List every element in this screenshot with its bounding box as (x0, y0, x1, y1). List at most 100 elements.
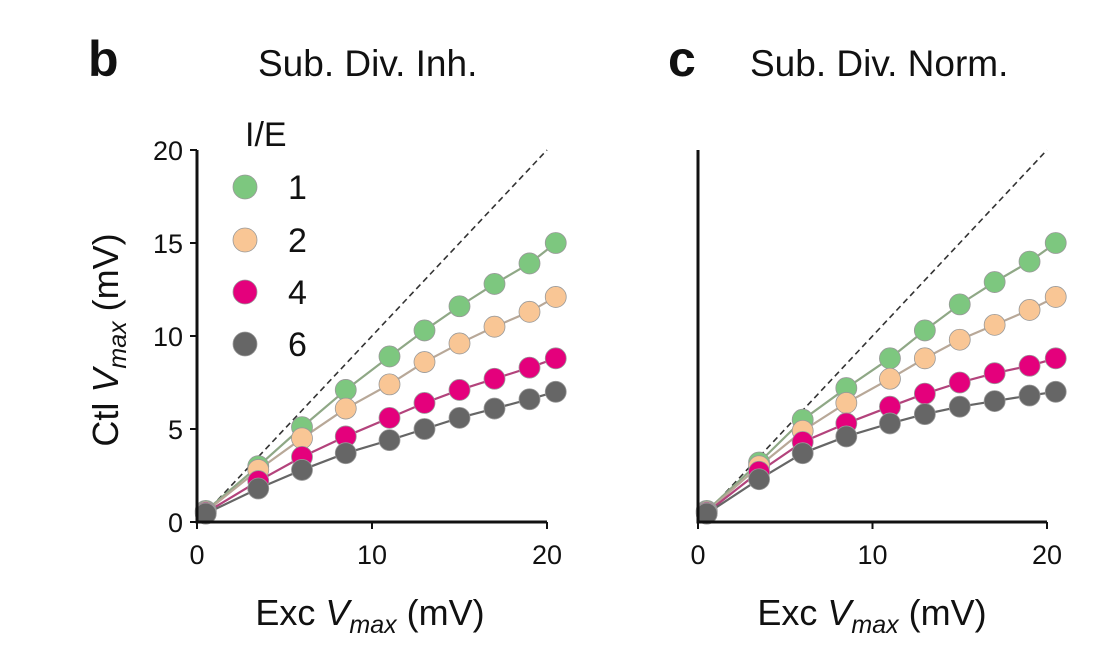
legend-marker-0 (232, 174, 258, 200)
legend-marker-3 (232, 331, 258, 357)
data-point-c-3-3 (835, 425, 858, 448)
data-point-b-2-6 (448, 379, 471, 401)
data-point-c-3-6 (948, 395, 971, 418)
data-point-b-1-3 (334, 397, 357, 420)
data-point-c-0-5 (913, 319, 936, 342)
panel-letter-c: c (668, 31, 696, 87)
data-point-b-0-8 (518, 252, 541, 275)
data-point-b-1-5 (413, 351, 436, 373)
legend-b: I/E 1 2 4 6 (232, 116, 307, 364)
data-point-b-1-2 (291, 427, 313, 450)
series-line-b-2 (205, 357, 557, 514)
data-point-c-1-7 (983, 313, 1006, 336)
data-point-c-3-5 (913, 403, 936, 426)
series-line-b-3 (205, 390, 557, 515)
data-point-c-3-9 (1044, 380, 1067, 403)
data-point-b-3-2 (291, 459, 313, 481)
data-point-c-0-6 (948, 293, 971, 316)
legend-label-3: 6 (288, 326, 307, 364)
data-point-b-3-0 (194, 502, 217, 525)
y-tick-label-b-1: 5 (168, 415, 183, 445)
y-axis-label-b: Ctl Vmax (mV) (85, 233, 132, 446)
data-point-c-0-7 (983, 271, 1006, 293)
data-point-b-2-7 (483, 367, 506, 390)
data-point-b-3-5 (413, 418, 436, 440)
data-point-b-0-7 (483, 273, 506, 295)
data-point-b-3-4 (378, 429, 401, 452)
x-tick-label-c-2: 20 (1032, 540, 1062, 570)
data-point-b-3-1 (247, 477, 270, 500)
data-point-b-0-4 (378, 345, 401, 368)
data-point-c-0-8 (1018, 250, 1041, 273)
data-point-c-3-2 (791, 442, 814, 465)
y-tick-label-b-3: 15 (153, 229, 183, 259)
x-tick-label-c-0: 0 (690, 540, 705, 570)
legend-title: I/E (245, 116, 287, 154)
data-point-b-1-9 (544, 286, 567, 308)
data-point-b-1-4 (378, 373, 401, 396)
panel-c: c Sub. Div. Norm. Exc Vmax (mV) 0 10 20 (668, 31, 1067, 639)
data-point-b-2-4 (378, 406, 401, 429)
data-point-b-3-3 (334, 442, 357, 465)
data-point-b-0-9 (544, 232, 567, 254)
data-point-b-2-5 (413, 392, 436, 414)
series-line-c-3 (706, 390, 1056, 515)
x-tick-label-b-2: 20 (532, 540, 562, 570)
legend-label-1: 2 (288, 222, 307, 260)
data-point-b-1-8 (518, 300, 541, 323)
data-point-c-2-5 (913, 382, 936, 405)
data-point-b-0-3 (334, 379, 357, 401)
data-point-b-3-7 (483, 397, 506, 420)
y-tick-label-b-4: 20 (153, 136, 183, 166)
data-point-b-2-8 (518, 356, 541, 379)
data-point-c-1-6 (948, 328, 971, 351)
data-point-b-1-6 (448, 332, 471, 355)
series-line-b-1 (205, 295, 557, 513)
data-point-c-2-7 (983, 362, 1006, 385)
plot-area-c: 0 10 20 (690, 149, 1067, 570)
series-line-c-1 (706, 295, 1057, 513)
legend-label-2: 4 (288, 274, 307, 312)
data-point-b-0-5 (413, 319, 436, 342)
data-point-b-3-8 (518, 388, 541, 411)
data-point-b-2-9 (544, 347, 567, 370)
data-point-c-0-4 (879, 347, 901, 370)
data-point-c-1-5 (913, 347, 936, 370)
data-point-c-3-1 (748, 468, 770, 491)
panel-b: b Sub. Div. Inh. Exc Vmax (mV) Ctl Vmax … (85, 31, 567, 639)
x-axis-label-b: Exc Vmax (mV) (255, 592, 484, 639)
data-point-c-2-6 (948, 371, 971, 394)
x-tick-label-b-0: 0 (189, 540, 204, 570)
y-tick-label-b-2: 10 (153, 322, 183, 352)
panel-letter-b: b (88, 31, 119, 87)
plot-area-b: 0 10 20 0 5 10 15 20 (153, 136, 567, 570)
data-point-c-1-4 (879, 367, 901, 390)
series-line-c-2 (706, 357, 1057, 514)
data-point-c-3-0 (695, 502, 718, 525)
data-point-c-3-4 (879, 412, 901, 435)
x-axis-label-c: Exc Vmax (mV) (757, 592, 986, 639)
data-point-b-1-7 (483, 315, 506, 338)
x-tick-label-b-1: 10 (357, 540, 387, 570)
data-point-c-1-9 (1044, 286, 1067, 308)
data-point-b-0-6 (448, 295, 471, 318)
x-tick-label-c-1: 10 (857, 540, 887, 570)
legend-marker-1 (232, 227, 258, 253)
panel-title-b: Sub. Div. Inh. (258, 43, 477, 84)
legend-marker-2 (232, 279, 258, 305)
y-tick-label-b-0: 0 (168, 508, 183, 538)
panel-title-c: Sub. Div. Norm. (750, 43, 1008, 84)
data-point-c-1-8 (1018, 299, 1041, 321)
series-line-b-0 (205, 242, 557, 512)
data-point-c-3-8 (1018, 384, 1041, 407)
series-line-c-0 (705, 242, 1057, 512)
data-point-b-3-6 (448, 406, 471, 429)
data-point-c-2-9 (1044, 347, 1067, 370)
data-point-b-3-9 (544, 380, 567, 403)
data-point-c-3-7 (983, 390, 1006, 413)
legend-label-0: 1 (288, 169, 307, 207)
data-point-c-1-3 (835, 392, 858, 414)
data-point-c-2-8 (1018, 354, 1041, 377)
data-point-c-0-9 (1044, 232, 1067, 254)
